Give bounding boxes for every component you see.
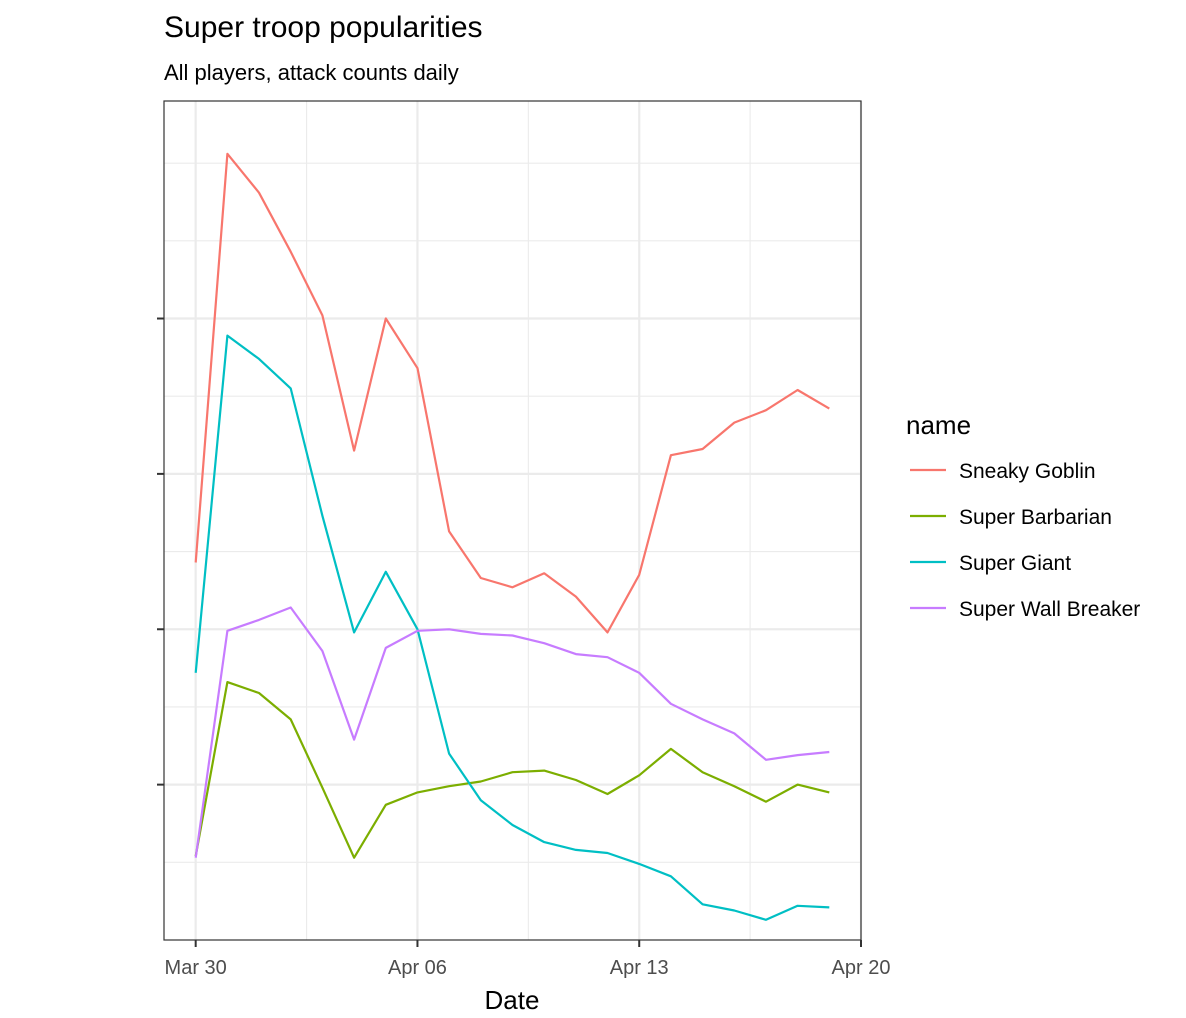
plot-border (163, 100, 862, 941)
x-tick-label: Apr 06 (388, 957, 447, 979)
series-lines (194, 152, 830, 921)
axes: Mar 30 Apr 06 Apr 13 Apr 20 (157, 317, 891, 979)
plot-panel (164, 101, 861, 940)
legend-label-super-giant: Super Giant (959, 552, 1071, 575)
legend-label-super-wall-breaker: Super Wall Breaker (959, 598, 1140, 621)
series-line-super-barbarian (194, 680, 830, 859)
chart-title: Super troop popularities (164, 11, 483, 44)
x-tick-label: Apr 20 (832, 957, 891, 979)
legend-title: name (906, 410, 971, 440)
chart-subtitle: All players, attack counts daily (164, 60, 459, 85)
x-axis-title: Date (485, 985, 540, 1015)
legend-label-super-barbarian: Super Barbarian (959, 506, 1112, 529)
series-line-super-wall-breaker (194, 606, 830, 858)
x-tick-label: Apr 13 (610, 957, 669, 979)
legend-label-sneaky-goblin: Sneaky Goblin (959, 460, 1096, 483)
x-tick-label: Mar 30 (165, 957, 227, 979)
series-line-super-giant (194, 334, 830, 921)
legend: Sneaky Goblin Super Barbarian Super Giant S… (910, 460, 1140, 621)
grid-lines (164, 101, 863, 941)
series-line-sneaky-goblin (194, 152, 830, 634)
